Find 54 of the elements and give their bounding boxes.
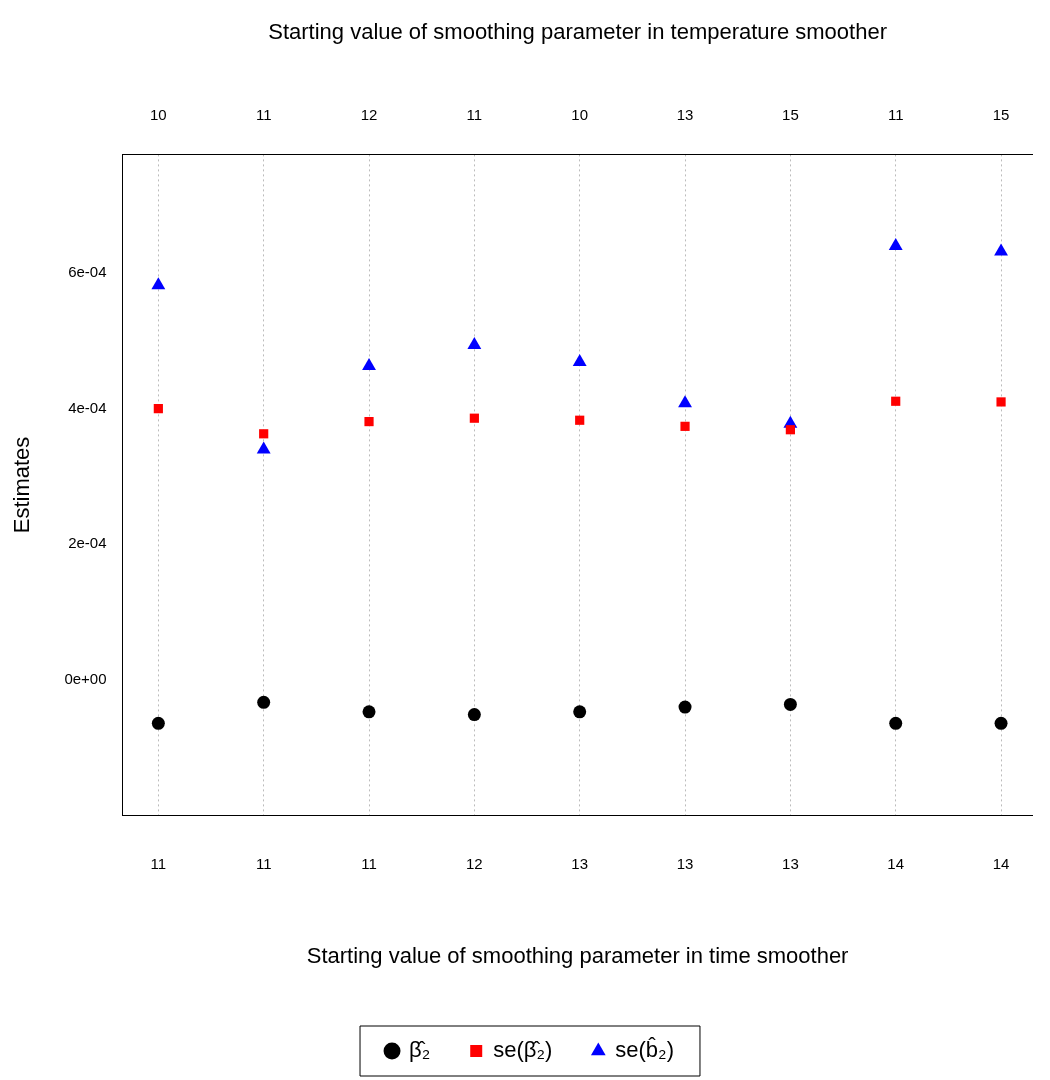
point (153, 404, 163, 414)
point (996, 397, 1006, 407)
point (889, 716, 903, 730)
point (994, 243, 1008, 256)
text: 12 (360, 105, 378, 123)
point (364, 417, 374, 427)
point (467, 336, 482, 349)
x-tick-label: 14 (992, 854, 1010, 872)
point (994, 716, 1008, 730)
x-tick-label: 13 (676, 854, 694, 872)
point (680, 421, 690, 431)
legend-label: se(β̂₂) (493, 1037, 553, 1063)
x-tick-label: 11 (361, 854, 377, 872)
point (151, 277, 166, 290)
y-tick-label: 4e-04 (68, 398, 107, 416)
point (469, 413, 479, 423)
x-tick-label: 11 (150, 854, 167, 872)
legend-label: β̂₂ (409, 1037, 431, 1063)
point (256, 441, 271, 454)
point (467, 708, 481, 722)
point (573, 705, 587, 719)
y-tick-label: 6e-04 (68, 263, 107, 281)
text: 10 (571, 105, 589, 123)
x-tick-label: 13 (782, 854, 799, 872)
point (575, 415, 585, 425)
point (151, 716, 165, 730)
point (257, 695, 271, 709)
point (678, 395, 692, 408)
text: 15 (782, 105, 799, 123)
x2-axis-title: Starting value of smoothing parameter in temperature smoother (268, 19, 887, 45)
x-tick-label: 14 (887, 854, 905, 872)
x-tick-label: 11 (255, 854, 272, 872)
point (891, 396, 901, 406)
text: 11 (887, 105, 904, 123)
x-axis-title: Starting value of smoothing parameter in time smoother (306, 942, 849, 968)
text: 11 (255, 105, 272, 123)
text: 10 (150, 105, 167, 123)
y-tick-label: 0e+00 (64, 670, 107, 688)
point (888, 237, 903, 250)
text: 11 (466, 105, 483, 123)
point (362, 357, 376, 370)
point (362, 705, 376, 719)
point (783, 697, 797, 711)
x-tick-label: 12 (466, 854, 483, 872)
point (572, 353, 587, 366)
x-tick-label: 13 (571, 854, 589, 872)
y-tick-label: 2e-04 (68, 534, 107, 552)
point (678, 700, 692, 714)
y-axis-title: Estimates (9, 436, 35, 534)
legend-label: se(b̂₂) (615, 1037, 674, 1063)
point (259, 429, 269, 439)
point (785, 425, 795, 435)
text: 15 (992, 105, 1010, 123)
text: 13 (676, 105, 694, 123)
